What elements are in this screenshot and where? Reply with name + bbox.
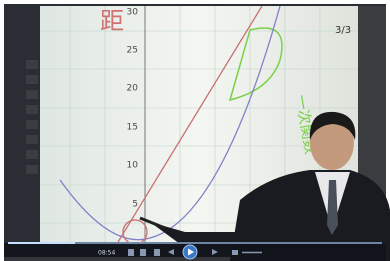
heading: 距	[100, 7, 124, 35]
video-frame: 30 25 20 15 10 5 距 3/3 一次関数 08:54	[0, 0, 390, 261]
page-number: 3/3	[335, 25, 351, 36]
axis-label: 20	[127, 84, 139, 94]
repeat-button[interactable]	[140, 249, 146, 256]
teacher-tie	[327, 180, 338, 235]
stop-button[interactable]	[154, 249, 160, 256]
axis-label: 10	[127, 161, 139, 171]
mute-button[interactable]	[232, 250, 238, 255]
axis-label: 30	[127, 8, 139, 18]
axis-label: 25	[127, 46, 138, 56]
shuffle-button[interactable]	[128, 249, 134, 256]
axis-label: 15	[127, 123, 138, 133]
axis-label: 5	[132, 200, 138, 210]
current-time: 08:54	[98, 250, 115, 257]
